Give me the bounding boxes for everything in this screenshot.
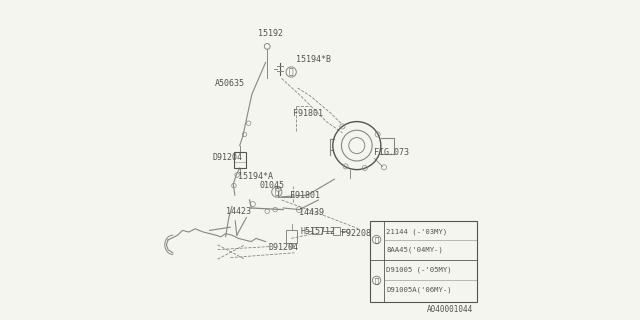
Text: H515712: H515712: [301, 228, 336, 236]
Bar: [312, 227, 323, 234]
Text: F91801: F91801: [292, 109, 323, 118]
Text: 15194*A: 15194*A: [239, 172, 273, 181]
Text: D91005 (-'05MY): D91005 (-'05MY): [386, 267, 452, 273]
Text: 01045: 01045: [259, 181, 284, 190]
Text: 14439: 14439: [300, 208, 324, 217]
Text: 21144 (-'03MY): 21144 (-'03MY): [386, 229, 447, 236]
Text: A040001044: A040001044: [428, 305, 474, 314]
Text: ①: ①: [275, 188, 279, 196]
Text: 14423: 14423: [226, 207, 251, 216]
Text: D91204: D91204: [269, 244, 299, 252]
Text: 15192: 15192: [258, 29, 283, 38]
Text: ②: ②: [374, 277, 379, 284]
Text: A50635: A50635: [214, 79, 244, 88]
Text: FIG.073: FIG.073: [374, 148, 410, 156]
Bar: [333, 227, 340, 235]
Text: ①: ①: [374, 236, 379, 243]
Text: F92208: F92208: [340, 229, 371, 238]
Bar: [287, 230, 297, 243]
Text: F91801: F91801: [290, 191, 319, 200]
Bar: [370, 221, 477, 302]
Bar: [234, 152, 246, 168]
Text: D91204: D91204: [212, 153, 243, 162]
Text: ②: ②: [289, 68, 294, 76]
Text: D91005A('06MY-): D91005A('06MY-): [386, 286, 452, 292]
Text: 8AA45('04MY-): 8AA45('04MY-): [386, 246, 443, 252]
Text: 15194*B: 15194*B: [296, 55, 331, 64]
